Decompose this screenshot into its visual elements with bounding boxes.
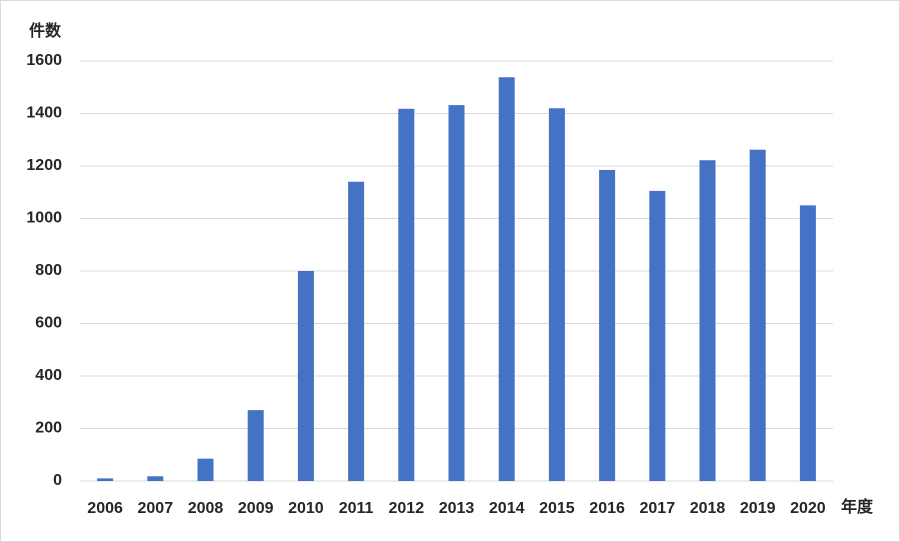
y-tick-label: 400 xyxy=(35,367,62,384)
bar xyxy=(398,108,415,482)
bar xyxy=(448,105,465,481)
bar xyxy=(799,205,816,481)
bar xyxy=(548,108,565,481)
y-axis-label: 件数 xyxy=(29,21,62,40)
bar xyxy=(749,149,766,481)
bar xyxy=(147,476,164,481)
bar xyxy=(599,169,616,481)
y-tick-label: 1400 xyxy=(26,105,62,122)
y-tick-label: 0 xyxy=(53,472,62,489)
y-tick-label: 600 xyxy=(35,315,62,332)
y-tick-label: 200 xyxy=(35,420,62,437)
bar xyxy=(297,271,314,481)
x-tick-label: 2008 xyxy=(188,500,224,517)
x-tick-label: 2013 xyxy=(439,500,475,517)
bar xyxy=(247,410,264,481)
x-tick-label: 2020 xyxy=(790,500,826,517)
x-tick-label: 2010 xyxy=(288,500,324,517)
x-tick-label: 2019 xyxy=(740,500,776,517)
x-tick-label: 2018 xyxy=(690,500,726,517)
y-tick-label: 1000 xyxy=(26,210,62,227)
x-axis-label: 年度 xyxy=(841,497,874,516)
bar xyxy=(348,181,365,481)
bar xyxy=(649,190,666,481)
bar xyxy=(699,160,716,481)
x-tick-label: 2015 xyxy=(539,500,575,517)
x-tick-label: 2007 xyxy=(138,500,174,517)
x-tick-label: 2014 xyxy=(489,500,525,517)
bar xyxy=(498,77,515,482)
x-tick-label: 2012 xyxy=(389,500,425,517)
y-tick-label: 800 xyxy=(35,262,62,279)
x-tick-label: 2017 xyxy=(640,500,676,517)
y-tick-label: 1200 xyxy=(26,157,62,174)
x-tick-label: 2011 xyxy=(339,500,374,517)
bar xyxy=(197,458,214,481)
x-tick-label: 2006 xyxy=(87,500,123,517)
x-tick-label: 2016 xyxy=(589,500,625,517)
x-tick-label: 2009 xyxy=(238,500,274,517)
bar xyxy=(97,478,114,481)
y-tick-label: 1600 xyxy=(26,52,62,69)
